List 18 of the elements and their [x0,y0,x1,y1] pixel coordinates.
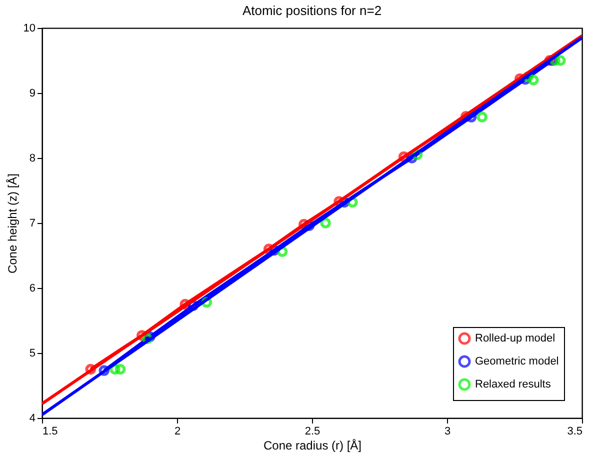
legend-label: Relaxed results [475,378,552,390]
y-tick-label: 9 [29,88,36,100]
x-axis-title: Cone radius (r) [Å] [263,438,362,452]
y-tick-label: 4 [29,412,36,424]
y-tick-label: 8 [29,152,36,164]
x-tick-label: 2 [174,426,181,438]
y-tick-label: 7 [29,218,36,230]
y-tick-label: 10 [23,22,36,34]
y-tick-label: 5 [29,348,36,360]
x-tick-label: 1.5 [42,426,58,438]
x-tick-label: 2.5 [304,426,320,438]
x-tick-label: 3.5 [567,426,582,438]
legend-label: Rolled-up model [475,332,556,344]
y-axis-title: Cone height (z) [Å] [5,173,20,274]
legend-label: Geometric model [475,356,559,368]
chart-title: Atomic positions for n=2 [242,3,382,18]
x-tick-label: 3 [444,426,451,438]
y-tick-label: 6 [29,282,36,294]
